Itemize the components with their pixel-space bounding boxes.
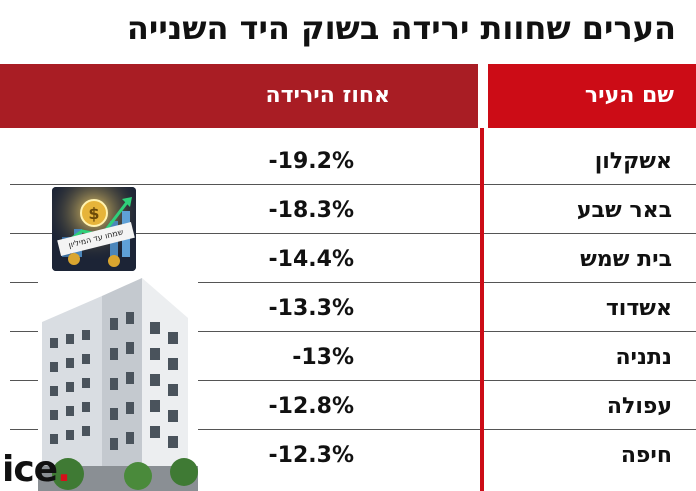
drop-percentage: -13.3% — [268, 296, 354, 321]
row-separator — [10, 282, 480, 283]
row-separator — [484, 380, 696, 381]
city-name: באר שבע — [576, 198, 672, 223]
logo-text: ice. — [2, 449, 71, 490]
row-separator — [484, 282, 696, 283]
drop-column-header — [0, 64, 478, 128]
table-row: -12.3% חיפה — [0, 430, 696, 479]
table-row: -13.3% אשדוד — [0, 283, 696, 332]
table-row: -12.8% עפולה — [0, 381, 696, 430]
drop-percentage: -13% — [292, 345, 354, 370]
apartment-building-image — [38, 278, 198, 491]
table-row: -18.3% באר שבע — [0, 185, 696, 234]
row-separator — [10, 380, 480, 381]
city-name: חיפה — [620, 443, 672, 468]
row-separator — [484, 429, 696, 430]
city-name: אשקלון — [594, 149, 672, 174]
table-row: -13% נתניה — [0, 332, 696, 381]
ice-logo: ice. — [2, 449, 71, 491]
page-title: הערים שחוות ירידה בשוק היד השנייה — [126, 9, 676, 47]
city-name: עפולה — [606, 394, 672, 419]
table-row: -19.2% אשקלון — [0, 136, 696, 185]
row-separator — [10, 429, 480, 430]
row-separator — [10, 331, 480, 332]
city-name: בית שמש — [580, 247, 672, 272]
logo-dot: . — [57, 449, 71, 490]
row-separator — [10, 233, 480, 234]
row-separator — [10, 184, 480, 185]
row-separator — [484, 331, 696, 332]
money-growth-image: $ שמחו עד המיליון — [52, 187, 136, 271]
drop-percentage: -12.8% — [268, 394, 354, 419]
table-row: -14.4% בית שמש — [0, 234, 696, 283]
row-separator — [484, 184, 696, 185]
drop-percentage: -19.2% — [268, 149, 354, 174]
drop-percentage: -18.3% — [268, 198, 354, 223]
city-name: אשדוד — [605, 296, 672, 321]
building-icon — [38, 278, 198, 491]
city-column-header — [488, 64, 696, 128]
drop-column-header-label: אחוז הירידה — [265, 83, 390, 108]
drop-percentage: -12.3% — [268, 443, 354, 468]
city-name: נתניה — [615, 345, 672, 370]
svg-text:$: $ — [88, 204, 99, 223]
column-divider — [480, 128, 484, 491]
city-column-header-label: שם העיר — [584, 83, 674, 108]
row-separator — [484, 233, 696, 234]
drop-percentage: -14.4% — [268, 247, 354, 272]
